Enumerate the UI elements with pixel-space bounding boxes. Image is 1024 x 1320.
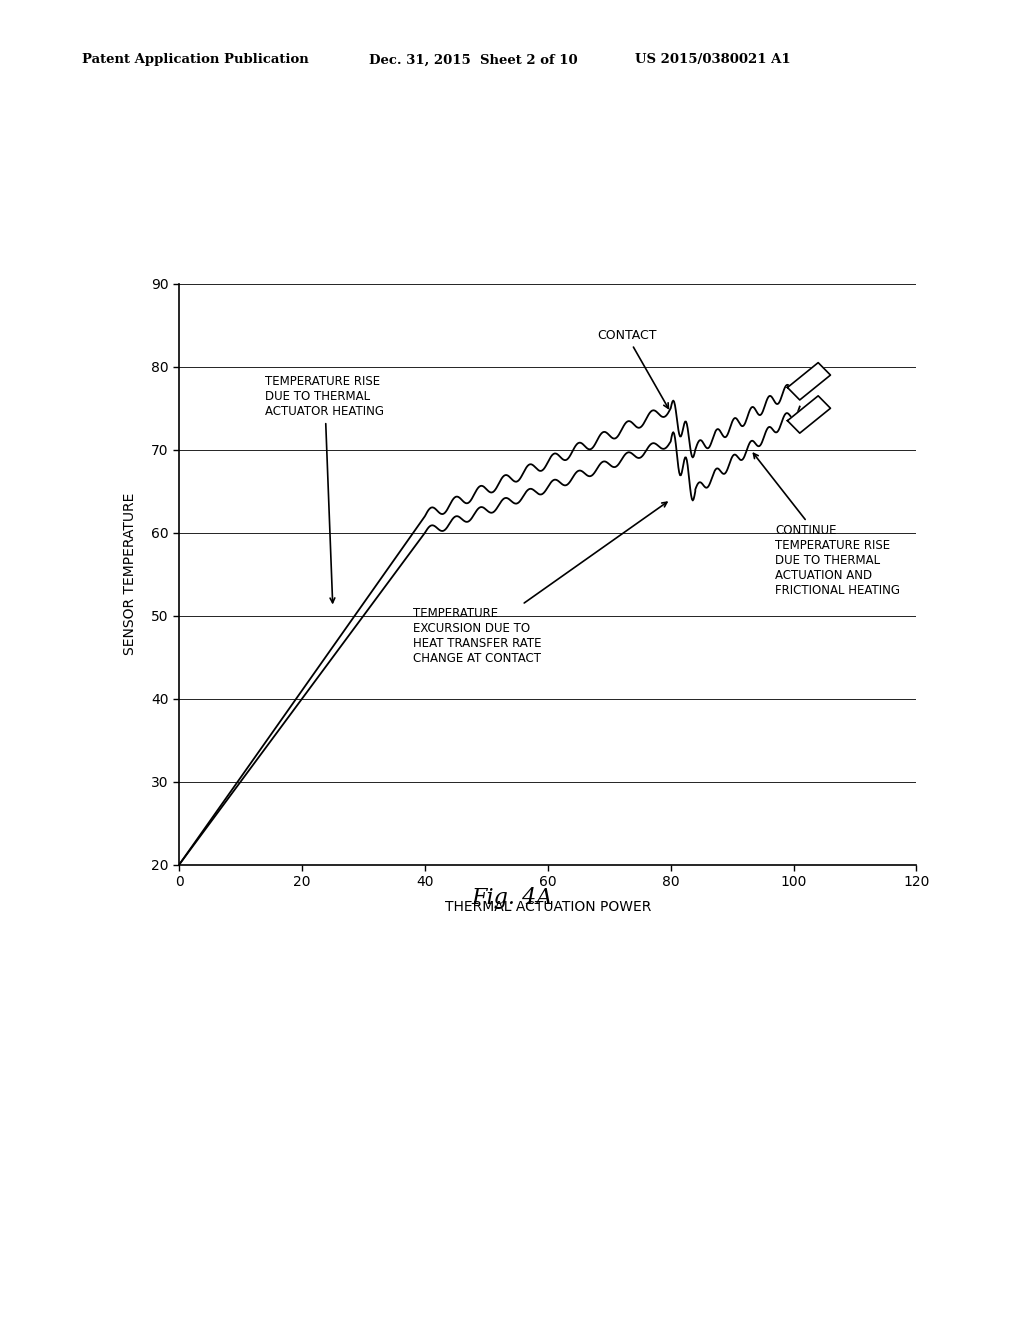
Polygon shape xyxy=(787,396,830,433)
X-axis label: THERMAL ACTUATION POWER: THERMAL ACTUATION POWER xyxy=(444,900,651,915)
Y-axis label: SENSOR TEMPERATURE: SENSOR TEMPERATURE xyxy=(123,492,137,656)
Text: CONTINUE
TEMPERATURE RISE
DUE TO THERMAL
ACTUATION AND
FRICTIONAL HEATING: CONTINUE TEMPERATURE RISE DUE TO THERMAL… xyxy=(754,453,900,598)
Text: Fig. 4A: Fig. 4A xyxy=(471,887,553,909)
Text: US 2015/0380021 A1: US 2015/0380021 A1 xyxy=(635,53,791,66)
Text: Dec. 31, 2015  Sheet 2 of 10: Dec. 31, 2015 Sheet 2 of 10 xyxy=(369,53,578,66)
Polygon shape xyxy=(787,363,830,400)
Text: TEMPERATURE RISE
DUE TO THERMAL
ACTUATOR HEATING: TEMPERATURE RISE DUE TO THERMAL ACTUATOR… xyxy=(265,375,384,603)
Text: Patent Application Publication: Patent Application Publication xyxy=(82,53,308,66)
Text: CONTACT: CONTACT xyxy=(597,329,669,408)
Text: TEMPERATURE
EXCURSION DUE TO
HEAT TRANSFER RATE
CHANGE AT CONTACT: TEMPERATURE EXCURSION DUE TO HEAT TRANSF… xyxy=(413,502,667,665)
